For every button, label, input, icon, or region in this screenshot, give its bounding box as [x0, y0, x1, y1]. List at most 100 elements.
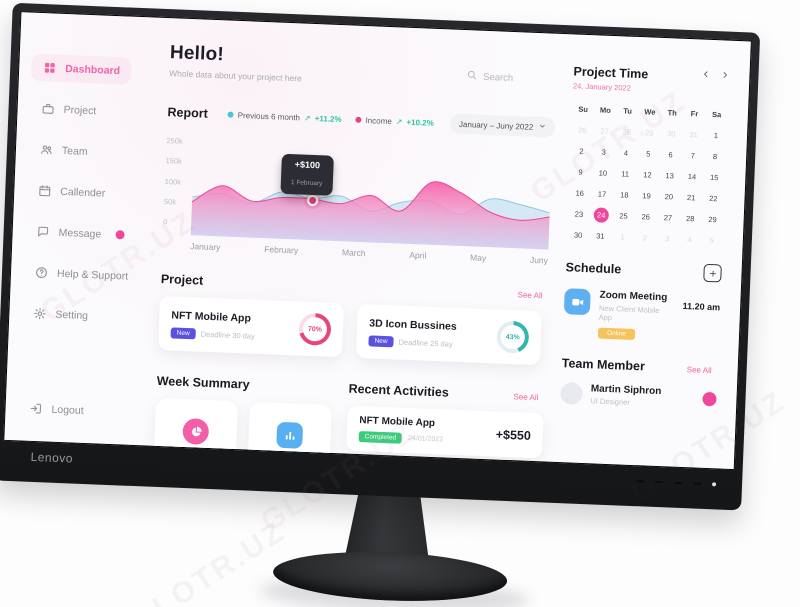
calendar-day[interactable]: 1 [620, 232, 625, 242]
activity-title: NFT Mobile App [359, 415, 436, 430]
calendar-prev-button[interactable] [701, 70, 710, 79]
calendar-day[interactable]: 28 [622, 127, 632, 137]
calendar-day[interactable]: 23 [574, 209, 584, 219]
sidebar-item-logout[interactable]: Logout [29, 388, 135, 433]
calendar-day[interactable]: 22 [709, 193, 718, 204]
calendar-day[interactable]: 21 [686, 193, 696, 203]
chat-icon [36, 225, 50, 239]
legend-label: Previous 6 month [237, 110, 301, 122]
monitor-controls [636, 479, 717, 487]
calendar-day[interactable]: 1 [713, 131, 719, 141]
calendar-day[interactable]: 5 [646, 149, 651, 159]
calendar-day[interactable]: 19 [642, 191, 651, 201]
report-title: Report [167, 105, 209, 121]
calendar-day[interactable]: 20 [664, 192, 674, 202]
greeting-block: Hello! Whole data about your project her… [169, 42, 303, 83]
calendar-day[interactable]: 27 [663, 213, 673, 223]
selected-day: 24 [593, 207, 609, 223]
calendar-day[interactable]: 18 [619, 190, 629, 200]
y-tick-label: 150k [165, 156, 183, 166]
calendar-day[interactable]: 10 [598, 168, 608, 178]
calendar-day[interactable]: 5 [709, 235, 714, 246]
team-member-header: Team Member See All [562, 356, 718, 376]
project-card[interactable]: NFT Mobile App New Deadline 30 day 70% [158, 295, 345, 358]
team-see-all-link[interactable]: See All [686, 365, 712, 376]
calendar-day[interactable]: 3 [601, 147, 606, 157]
week-summary-title: Week Summary [156, 373, 250, 392]
calendar-day[interactable]: 4 [687, 235, 692, 245]
calendar-day[interactable]: 29 [708, 214, 717, 225]
week-summary-card[interactable] [247, 401, 332, 469]
meeting-title: Zoom Meeting [599, 289, 668, 304]
monitor-button[interactable] [636, 480, 645, 483]
calendar-day[interactable]: 15 [709, 172, 719, 183]
weekday-label: We [644, 107, 656, 117]
project-card[interactable]: 3D Icon Bussines New Deadline 25 day 43% [355, 303, 542, 366]
calendar-day[interactable]: 31 [689, 130, 698, 140]
calendar-day[interactable]: 3 [664, 234, 670, 244]
calendar-next-button[interactable] [720, 70, 729, 79]
calendar-day[interactable]: 11 [621, 169, 630, 179]
calendar-day[interactable]: 6 [668, 150, 673, 160]
monitor-button[interactable] [693, 482, 702, 485]
project-section-header: Project See All [161, 272, 549, 302]
monitor-button[interactable] [655, 480, 664, 484]
x-tick-label: Juny [529, 254, 549, 266]
sidebar-item-callender[interactable]: Callender [37, 170, 143, 215]
recent-see-all-link[interactable]: See All [513, 392, 539, 403]
calendar-day[interactable]: 14 [687, 172, 697, 182]
legend-dot-icon [227, 111, 234, 118]
logout-icon [29, 402, 43, 416]
calendar-day[interactable]: 29 [644, 128, 654, 138]
calendar-day[interactable]: 24 [590, 207, 613, 223]
calendar-day[interactable]: 12 [643, 170, 652, 180]
report-chart[interactable]: 250k 150k 100k 50k 0 [162, 136, 554, 265]
sidebar-item-help-support[interactable]: Help & Support [34, 252, 140, 297]
week-summary-card[interactable] [153, 397, 239, 466]
sidebar-item-label: Logout [51, 403, 84, 417]
calendar-day[interactable]: 8 [712, 152, 718, 162]
period-dropdown[interactable]: January – Juny 2022 [449, 113, 556, 138]
add-schedule-button[interactable] [703, 263, 722, 283]
sidebar-item-team[interactable]: Team [39, 129, 145, 174]
calendar-day[interactable]: 31 [596, 231, 605, 241]
calendar-day[interactable]: 17 [597, 189, 607, 199]
help-icon [35, 266, 49, 280]
calendar-day[interactable]: 13 [665, 171, 675, 181]
avatar [560, 382, 584, 405]
calendar-day[interactable]: 7 [690, 151, 696, 161]
project-card-title: 3D Icon Bussines [369, 316, 457, 333]
calendar-day[interactable]: 25 [619, 211, 628, 221]
weekday-label: Sa [711, 109, 722, 120]
calendar-day[interactable]: 4 [623, 148, 629, 158]
sidebar-item-setting[interactable]: Setting [33, 293, 139, 338]
sidebar-item-message[interactable]: Message [36, 211, 142, 256]
schedule-item[interactable]: Zoom Meeting New Client Mobile App Onlin… [563, 288, 721, 344]
calendar-day[interactable]: 16 [575, 188, 585, 198]
search-input[interactable]: Search [466, 62, 514, 92]
sidebar-item-label: Message [58, 226, 102, 241]
calendar-day[interactable]: 26 [641, 212, 651, 222]
selected-date-label: 24, January 2022 [572, 81, 632, 93]
calendar-day[interactable]: 9 [578, 167, 583, 177]
recent-activity-item[interactable]: NFT Mobile App Completed 24/01/2022 +$55… [346, 405, 544, 459]
calendar-day[interactable]: 28 [685, 214, 695, 224]
sidebar-item-project[interactable]: Project [41, 88, 147, 133]
meeting-subtitle: New Client Mobile App [598, 303, 660, 323]
calendar-day[interactable]: 2 [642, 233, 648, 243]
calendar-day[interactable]: 26 [577, 125, 587, 135]
legend-change: +10.2% [406, 117, 434, 128]
sidebar-item-dashboard[interactable]: Dashboard [42, 47, 148, 92]
report-header: Report Previous 6 month ↗ +11.2% Income ↗ +10… [167, 102, 556, 138]
calendar-day[interactable]: 30 [667, 129, 676, 139]
progress-ring: 43% [496, 320, 530, 354]
project-see-all-link[interactable]: See All [517, 290, 543, 301]
member-message-icon[interactable] [702, 391, 717, 407]
schedule-title: Schedule [565, 260, 622, 277]
calendar-day[interactable]: 2 [579, 146, 584, 156]
team-member-item[interactable]: Martin Siphron UI Designer [560, 382, 717, 410]
calendar-day[interactable]: 27 [600, 126, 609, 136]
calendar-day[interactable]: 30 [573, 230, 583, 240]
monitor-button[interactable] [674, 481, 683, 485]
chart-legend: Previous 6 month ↗ +11.2% Income ↗ +10.2% [227, 110, 434, 128]
